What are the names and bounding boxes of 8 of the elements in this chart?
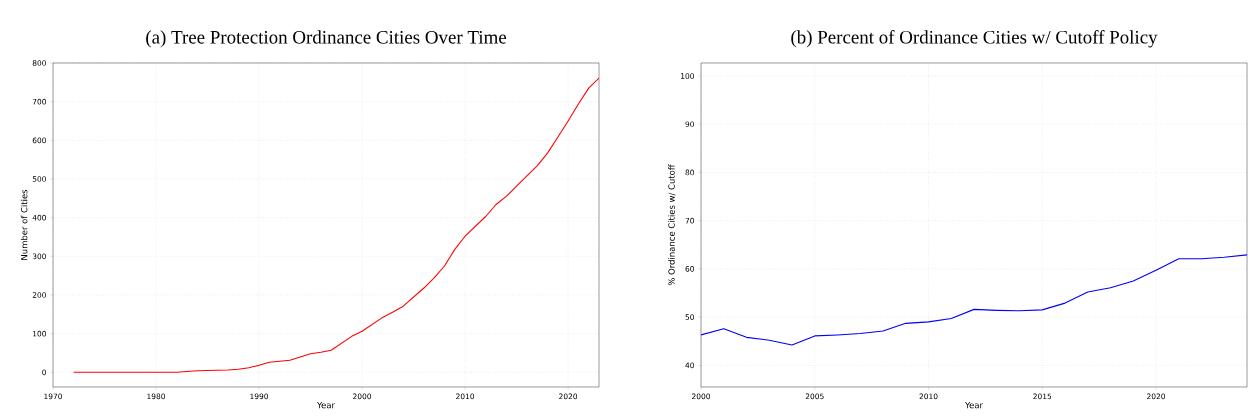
y-axis-title: Number of Cities	[20, 189, 28, 260]
line-series	[701, 254, 1248, 346]
x-axis-title: Year	[965, 402, 983, 409]
x-axis-title: Year	[317, 402, 335, 409]
line-series	[73, 77, 600, 373]
y-axis-title: % Ordinance Cities w/ Cutoff	[668, 164, 676, 286]
chart-title: (b) Percent of Ordinance Cities w/ Cutoff Policy	[791, 30, 1158, 48]
chart-title: (a) Tree Protection Ordinance Cities Over Time	[146, 30, 507, 48]
